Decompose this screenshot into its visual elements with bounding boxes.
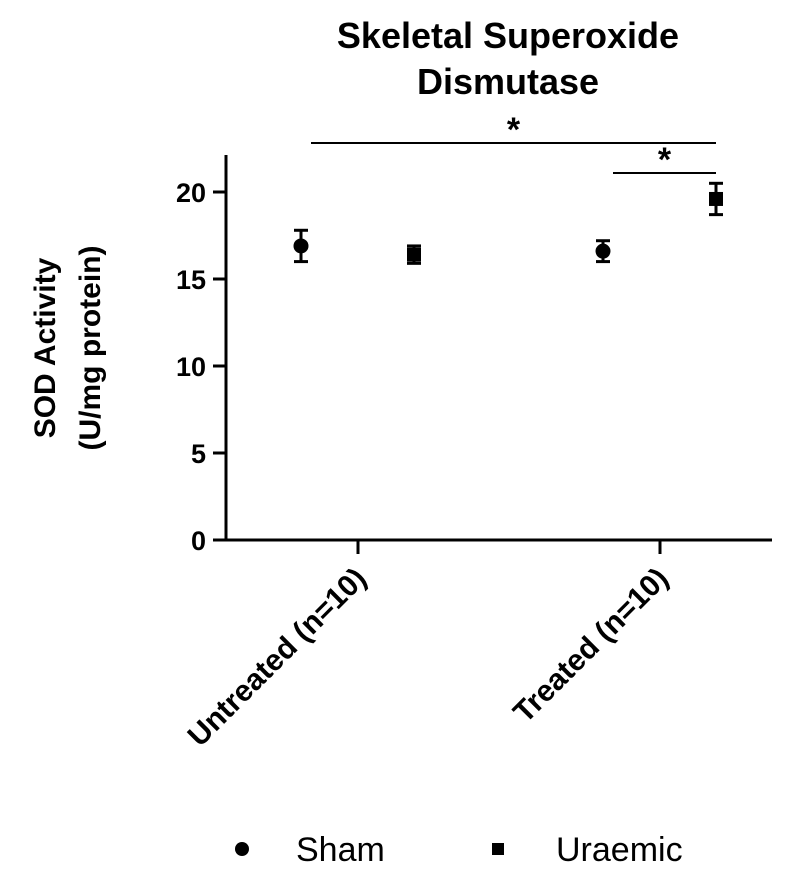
y-tick-label-20: 20 xyxy=(176,178,206,208)
x-tick-label-1: Treated (n=10) xyxy=(507,562,675,730)
y-axis-label-line-2: (U/mg protein) xyxy=(74,246,107,451)
data-point-sham-0 xyxy=(293,238,309,254)
legend: Sham Uraemic xyxy=(235,831,683,869)
data-point-uraemic-1 xyxy=(709,191,723,206)
data-point-sham-1 xyxy=(595,243,611,259)
data-point-uraemic-0 xyxy=(407,247,421,262)
x-tick-label-0: Untreated (n=10) xyxy=(182,562,373,753)
y-tick-label-0: 0 xyxy=(191,526,206,556)
y-tick-label-10: 10 xyxy=(176,352,206,382)
y-tick-label-5: 5 xyxy=(191,439,206,469)
x-tick-label-group-0: Untreated (n=10) xyxy=(182,562,373,753)
y-axis-label-line-1: SOD Activity xyxy=(29,257,62,438)
y-tick-label-15: 15 xyxy=(176,265,206,295)
plot-area: 0 5 10 15 20 Untreated (n=10) Treated (n=10) * * xyxy=(176,111,772,753)
chart-title-line-1: Skeletal Superoxide xyxy=(337,15,679,56)
x-tick-label-group-1: Treated (n=10) xyxy=(507,562,675,730)
legend-marker-sham xyxy=(235,842,249,856)
legend-label-uraemic: Uraemic xyxy=(556,831,683,869)
significance-label-1: * xyxy=(658,141,672,179)
legend-marker-uraemic xyxy=(492,843,504,855)
significance-label-0: * xyxy=(507,111,521,149)
chart-title-line-2: Dismutase xyxy=(417,61,599,102)
legend-label-sham: Sham xyxy=(296,831,385,869)
